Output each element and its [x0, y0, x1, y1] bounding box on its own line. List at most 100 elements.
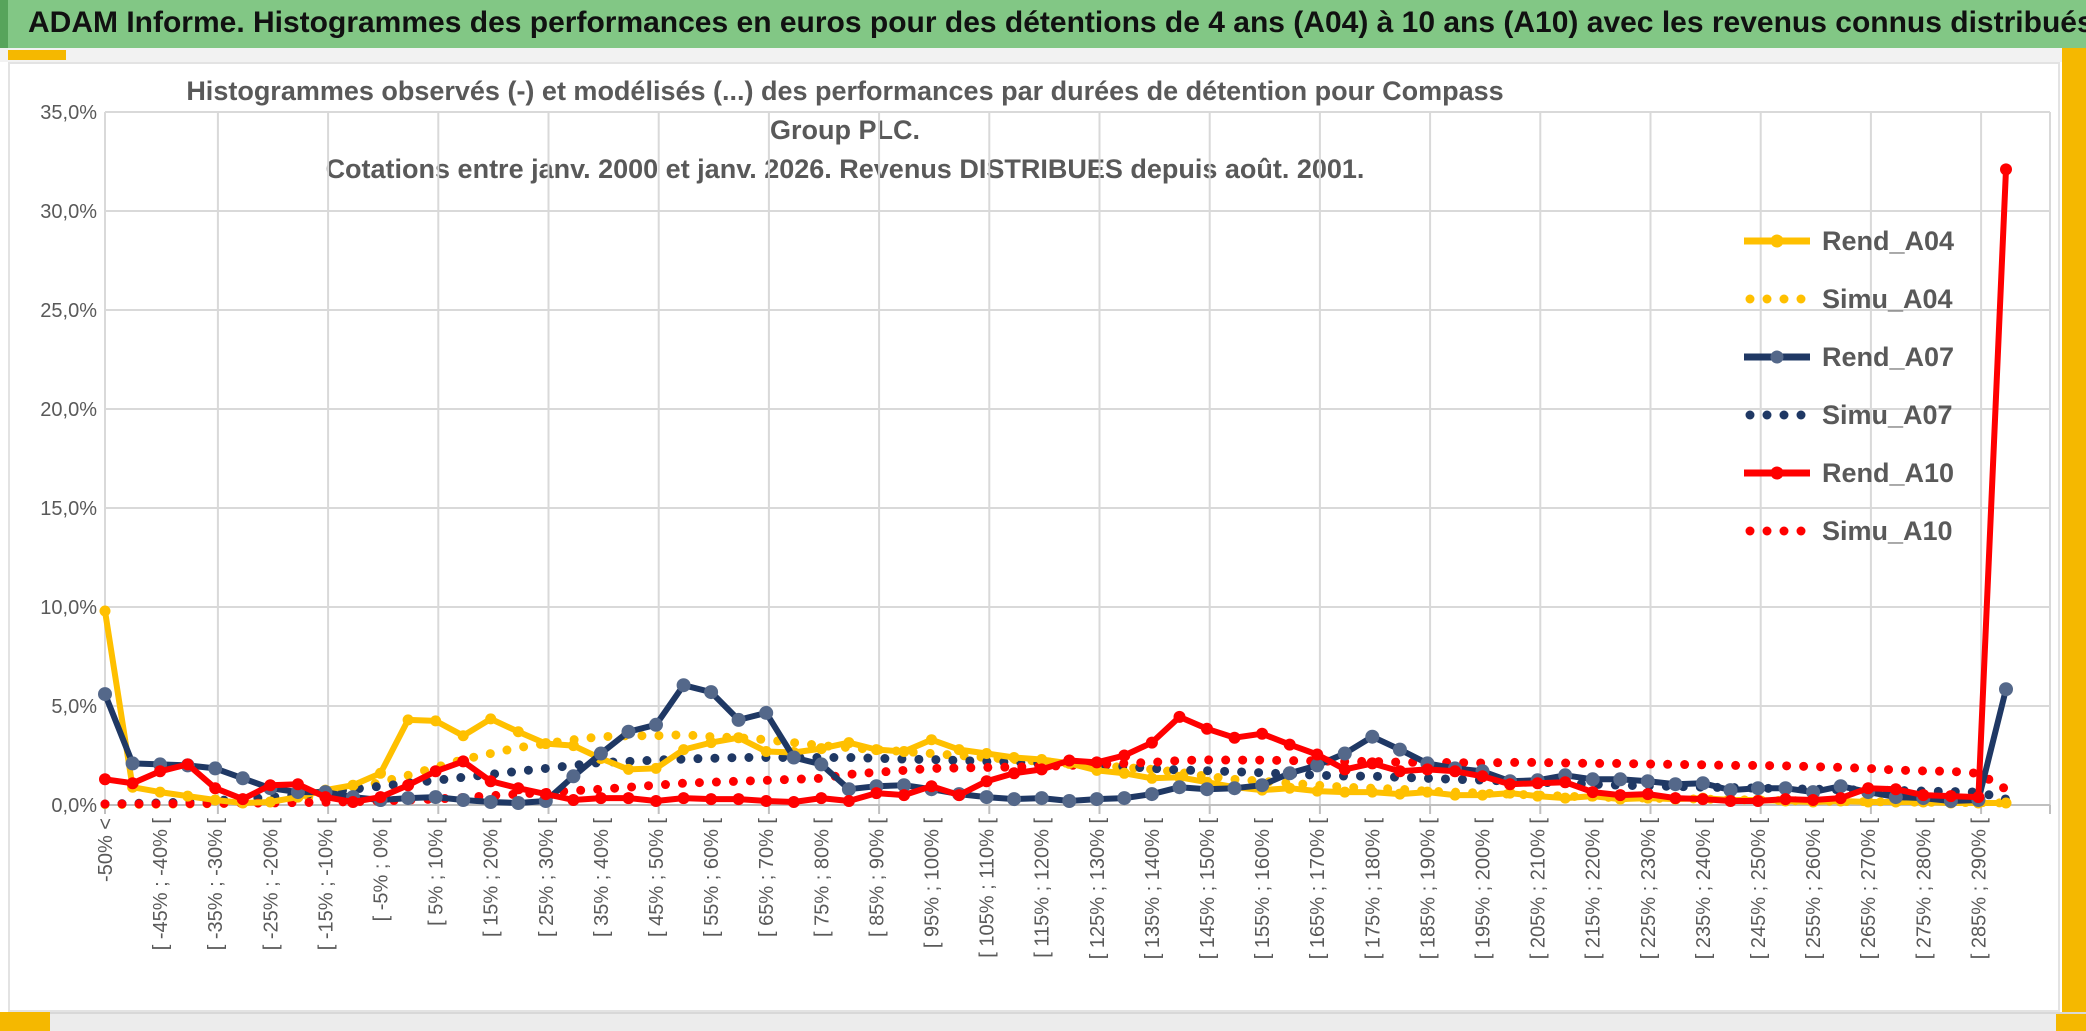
data-point-rend_a07 [1282, 766, 1297, 781]
data-point-rend_a10 [898, 789, 910, 802]
data-point-rend_a10 [1807, 794, 1820, 806]
data-point-rend_a07 [401, 791, 416, 806]
data-point-rend_a04 [1118, 767, 1130, 779]
data-point-rend_a04 [981, 748, 993, 759]
series-rend_a10 [99, 163, 2012, 808]
data-point-rend_a10 [1972, 791, 1985, 804]
data-point-rend_a10 [402, 779, 415, 792]
data-point-rend_a10 [1228, 731, 1241, 744]
data-point-rend_a10 [677, 792, 690, 805]
y-axis-tick-label: 5,0% [51, 696, 97, 718]
legend-item-simu_a07[interactable]: Simu_A07 [1742, 386, 1954, 444]
data-point-rend_a10 [1035, 763, 1048, 776]
data-point-rend_a10 [953, 789, 966, 802]
x-axis-tick-label: [ 155% ; 160% [ [1252, 818, 1274, 960]
data-point-rend_a10 [1283, 738, 1296, 751]
data-point-rend_a07 [1723, 783, 1738, 798]
data-point-rend_a07 [235, 771, 250, 786]
data-point-rend_a10 [925, 780, 938, 793]
data-point-rend_a07 [1255, 778, 1270, 793]
y-axis-tick-label: 20,0% [40, 399, 97, 421]
data-point-rend_a04 [457, 730, 469, 742]
data-point-rend_a04 [1146, 772, 1158, 784]
data-point-rend_a10 [1311, 748, 1324, 761]
data-point-rend_a10 [1696, 793, 1709, 806]
chart-title-line2: Cotations entre janv. 2000 et janv. 2026… [325, 154, 1365, 184]
data-point-rend_a10 [705, 793, 718, 806]
chart-canvas[interactable] [8, 62, 2060, 1012]
chart-title: Histogrammes observés (-) et modélisés (… [180, 72, 1510, 189]
data-point-rend_a04 [512, 726, 524, 738]
data-point-rend_a07 [428, 790, 443, 805]
data-point-rend_a10 [1779, 793, 1792, 806]
legend-item-rend_a10[interactable]: Rend_A10 [1742, 444, 1954, 502]
x-axis-tick-label: [ 75% ; 80% [ [811, 818, 833, 937]
data-point-rend_a10 [1118, 749, 1131, 762]
y-axis-tick-label: 15,0% [40, 498, 97, 520]
dotted-line-sample-icon [1745, 294, 1806, 304]
x-axis-tick-label: [ 55% ; 60% [ [701, 818, 723, 937]
bottom-strip [0, 1012, 2086, 1031]
data-point-rend_a07 [1337, 746, 1352, 761]
legend-label: Simu_A04 [1822, 283, 1953, 314]
data-point-rend_a10 [1256, 727, 1269, 740]
legend-item-simu_a04[interactable]: Simu_A04 [1742, 270, 1954, 328]
data-point-rend_a10 [594, 792, 607, 805]
data-point-rend_a10 [1559, 776, 1572, 789]
x-axis-tick-label: [ 85% ; 90% [ [866, 818, 888, 937]
header-divider-strip [0, 48, 2086, 62]
data-point-rend_a04 [843, 737, 855, 749]
data-point-rend_a10 [622, 792, 635, 805]
data-point-rend_a07 [1034, 791, 1049, 806]
data-point-rend_a10 [154, 765, 167, 778]
data-point-rend_a04 [898, 746, 910, 757]
data-point-rend_a07 [98, 687, 112, 702]
data-point-rend_a10 [1090, 756, 1103, 769]
x-axis-tick-label: [ 65% ; 70% [ [756, 818, 778, 937]
data-point-rend_a10 [2000, 163, 2012, 176]
x-axis-tick-label: [ -45% ; -40% [ [150, 818, 172, 951]
data-point-rend_a10 [429, 765, 442, 778]
data-point-rend_a07 [1999, 682, 2013, 697]
data-point-rend_a10 [1063, 754, 1076, 767]
data-point-rend_a10 [484, 775, 497, 788]
data-point-rend_a10 [236, 793, 249, 806]
data-point-rend_a04 [1532, 790, 1544, 802]
data-point-rend_a04 [402, 714, 414, 726]
x-axis-tick-label: [ 205% ; 210% [ [1528, 818, 1550, 960]
data-point-rend_a10 [567, 794, 580, 806]
data-point-rend_a04 [182, 790, 194, 802]
data-point-rend_a04 [623, 763, 634, 775]
data-point-rend_a10 [815, 792, 828, 805]
legend-item-rend_a07[interactable]: Rend_A07 [1742, 328, 1954, 386]
data-point-rend_a10 [1366, 757, 1379, 770]
data-point-rend_a10 [1889, 783, 1902, 796]
data-point-rend_a10 [1669, 792, 1682, 805]
data-point-rend_a04 [375, 767, 386, 779]
data-point-rend_a07 [786, 750, 801, 765]
legend: Rend_A04 Simu_A04 Rend_A07 Simu_A07 Rend_A10… [1742, 212, 1954, 560]
y-axis-tick-label: 10,0% [40, 597, 97, 619]
data-point-rend_a10 [1008, 767, 1021, 780]
data-point-rend_a04 [1366, 786, 1378, 798]
x-axis-tick-label: [ 5% ; 10% [ [426, 818, 448, 926]
data-point-rend_a04 [1394, 788, 1406, 800]
x-axis-tick-label: [ 285% ; 290% [ [1968, 818, 1990, 960]
data-point-rend_a04 [650, 762, 662, 774]
data-point-rend_a07 [1392, 742, 1407, 757]
title-bar: ADAM Informe. Histogrammes des performan… [0, 0, 2086, 48]
data-point-rend_a10 [1201, 722, 1213, 735]
data-point-rend_a10 [980, 775, 993, 788]
data-point-rend_a04 [154, 786, 166, 798]
data-point-rend_a07 [1778, 781, 1793, 796]
data-point-rend_a04 [870, 744, 882, 756]
data-point-rend_a10 [1173, 710, 1186, 723]
data-point-rend_a04 [1449, 789, 1461, 801]
legend-item-simu_a10[interactable]: Simu_A10 [1742, 502, 1954, 560]
data-point-rend_a04 [926, 734, 937, 746]
data-point-rend_a10 [650, 795, 662, 807]
data-point-rend_a07 [456, 793, 471, 807]
legend-item-rend_a04[interactable]: Rend_A04 [1742, 212, 1954, 270]
